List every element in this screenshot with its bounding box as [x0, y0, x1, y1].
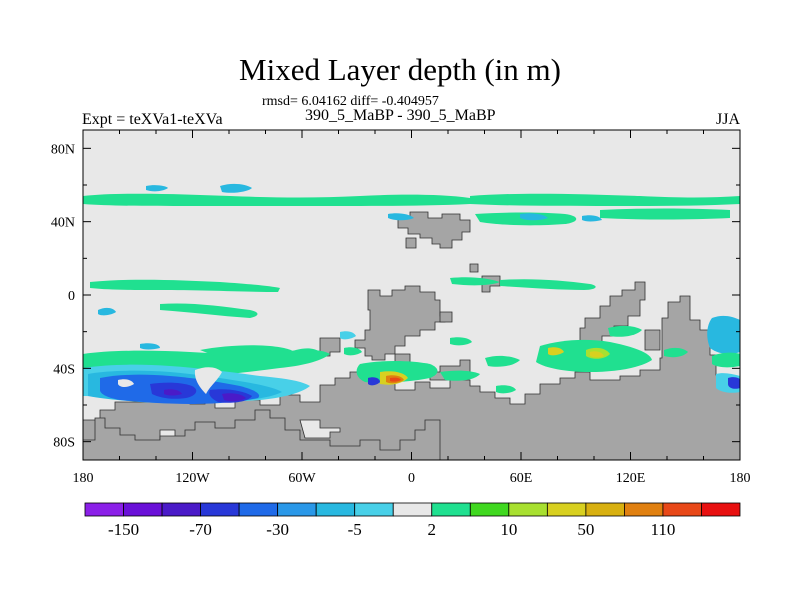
- anomaly-atlantic-green-f: [496, 385, 516, 394]
- colorbar: -150 -70 -30 -5 2 10 50 110: [84, 502, 741, 539]
- colorbar-swatch: [354, 502, 394, 517]
- anomaly-north-blue-b: [146, 185, 168, 192]
- anomaly-north-blue-c: [388, 213, 414, 221]
- colorbar-swatch: [469, 502, 510, 517]
- x-tick-label: 180: [730, 471, 751, 486]
- anomaly-atlantic-cyan: [340, 331, 356, 340]
- anomaly-north-band-b: [470, 193, 740, 206]
- y-axis: 80N 40N 0 40S 80S: [51, 142, 740, 451]
- colorbar-swatch: [431, 502, 471, 517]
- anomaly-atlantic-green-c: [485, 355, 520, 367]
- colorbar-label: 50: [577, 520, 594, 539]
- land-northern-tip: [405, 237, 417, 249]
- experiment-label: Expt = teXVa1-teXVa: [82, 111, 223, 128]
- anomaly-equatorial-band-d: [500, 279, 596, 290]
- anomaly-south-purple-core-b: [164, 389, 182, 396]
- land-ice-hole: [299, 419, 341, 439]
- map-area: [82, 129, 741, 461]
- land-central-continent: [354, 285, 446, 361]
- anomaly-north-patch-d: [600, 208, 730, 220]
- y-tick-label: 80S: [53, 436, 75, 451]
- land-small-island-b: [439, 311, 453, 323]
- anomaly-north-band-a: [83, 193, 470, 206]
- anomaly-indian-green-b: [608, 325, 642, 337]
- colorbar-swatch: [392, 502, 433, 517]
- x-tick-label: 120W: [175, 471, 210, 486]
- anomaly-east-blue: [707, 315, 740, 355]
- land-northern-block: [397, 211, 471, 249]
- anomaly-north-blue-e: [582, 215, 602, 222]
- anomaly-equatorial-blue-b: [140, 343, 160, 350]
- anomaly-south-green-c: [285, 348, 320, 362]
- land-eastern-island: [644, 329, 661, 351]
- y-tick-label: 80N: [51, 142, 75, 157]
- colorbar-label: -30: [266, 520, 289, 539]
- land-small-island-north: [469, 263, 479, 273]
- anomaly-north-blue-a: [220, 183, 252, 193]
- anomaly-south-white-swirl: [194, 367, 222, 394]
- colorbar-swatch: [238, 502, 279, 517]
- colorbar-swatch: [546, 502, 587, 517]
- anomaly-south-purple-core: [222, 393, 246, 402]
- anomaly-indian-yellow-c: [590, 351, 604, 358]
- colorbar-swatch: [84, 502, 124, 517]
- colorbar-swatch: [508, 502, 548, 517]
- colorbar-swatch: [315, 502, 356, 517]
- anomaly-east-green-b: [664, 347, 688, 358]
- anomaly-atlantic-green-d: [344, 347, 362, 356]
- x-axis: 180 120W 60W 0 60E 120E 180: [73, 130, 751, 486]
- x-tick-label: 120E: [616, 471, 646, 486]
- colorbar-swatch: [200, 502, 240, 517]
- colorbar-swatch: [701, 502, 741, 517]
- anomaly-atlantic-green: [356, 361, 438, 383]
- colorbar-label: -70: [189, 520, 212, 539]
- land-ice-embayment: [83, 409, 441, 460]
- y-tick-label: 40N: [51, 216, 75, 231]
- colorbar-swatch: [585, 502, 625, 517]
- colorbar-label: -5: [348, 520, 362, 539]
- anomaly-east-blue-dark: [728, 377, 740, 389]
- anomaly-equatorial-band-b: [160, 303, 258, 318]
- anomaly-indian-yellow-a: [548, 347, 564, 356]
- colorbar-label: 2: [428, 520, 437, 539]
- anomaly-equatorial-band-a: [90, 279, 280, 292]
- anomaly-east-green: [712, 352, 740, 368]
- y-tick-label: 40S: [53, 362, 75, 377]
- chart-title: Mixed Layer depth (in m): [239, 52, 561, 87]
- season-label: JJA: [715, 111, 740, 128]
- y-tick-label: 0: [68, 289, 75, 304]
- anomaly-equatorial-blue-a: [98, 307, 116, 316]
- x-tick-label: 180: [73, 471, 94, 486]
- colorbar-swatch: [277, 502, 317, 517]
- colorbar-swatch: [161, 502, 201, 517]
- chart-subtitle: rmsd= 6.04162 diff= -0.404957: [262, 94, 439, 109]
- anomaly-south-green-b: [200, 345, 294, 358]
- x-tick-label: 60E: [510, 471, 533, 486]
- colorbar-swatch: [123, 502, 163, 517]
- anomaly-atlantic-green-b: [440, 370, 480, 381]
- anomaly-north-blue-d: [520, 213, 548, 221]
- colorbar-label: 10: [500, 520, 517, 539]
- anomaly-atlantic-green-e: [450, 337, 472, 346]
- anomaly-equatorial-band-c: [450, 277, 500, 286]
- colorbar-swatch: [662, 502, 702, 517]
- x-tick-label: 0: [408, 471, 415, 486]
- anomaly-atlantic-red: [390, 377, 401, 382]
- anomaly-atlantic-blue: [368, 377, 380, 386]
- colorbar-label: 110: [651, 520, 676, 539]
- colorbar-swatch: [624, 502, 664, 517]
- run-comparison-label: 390_5_MaBP - 390_5_MaBP: [305, 107, 496, 124]
- x-tick-label: 60W: [288, 471, 316, 486]
- colorbar-label: -150: [108, 520, 139, 539]
- anomaly-south-white-spot: [118, 379, 134, 387]
- anomaly-fields: [83, 183, 740, 404]
